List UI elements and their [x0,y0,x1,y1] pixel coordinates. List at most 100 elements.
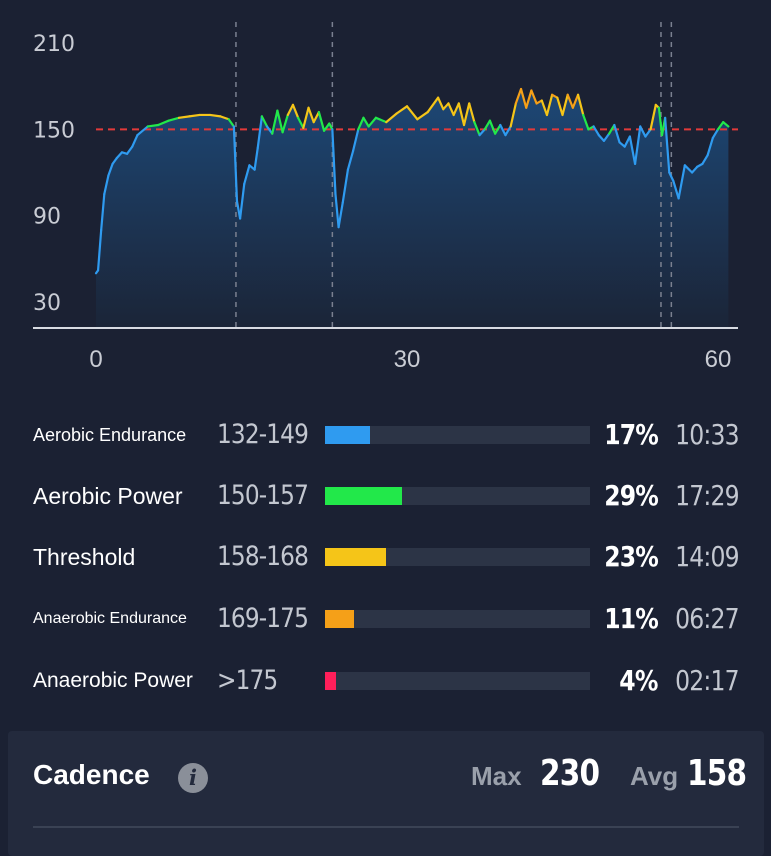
cadence-line-segment [107,162,114,177]
y-tick-label: 210 [33,32,75,57]
cadence-line-segment [519,87,528,109]
cadence-line-segment [238,182,246,220]
cadence-line-segment [556,96,564,117]
cadence-line-segment [334,192,340,229]
zone-percent: 17% [604,418,659,451]
zone-percent: 11% [604,602,659,635]
cadence-line-segment [457,102,466,127]
info-icon[interactable]: i [178,763,208,793]
cadence-line-segment [271,109,279,135]
cadence-line-segment [483,119,492,131]
cadence-line-segment [362,116,370,128]
cadence-line-segment [307,106,315,124]
zone-progress-track [325,672,590,690]
zone-range: 132-149 [217,419,309,450]
cadence-title: Cadence [33,759,150,790]
cadence-line-segment [405,105,419,121]
cadence-line-segment [592,125,600,137]
cadence-line-segment [157,119,170,127]
cadence-line-segment [437,96,445,111]
zone-range: 169-175 [217,603,309,634]
zone-time: 10:33 [675,418,739,451]
cadence-line-segment [649,103,657,131]
cadence-line-segment [683,164,694,174]
cadence-line-segment [561,93,569,117]
cadence-line-segment [566,93,574,109]
zone-range: >175 [217,665,278,696]
cadence-line-segment [608,123,616,135]
cadence-line-segment [167,116,181,122]
cadence-line-segment [276,109,284,134]
zone-name: Aerobic Power [33,483,183,509]
cadence-line-segment [115,151,124,160]
cadence-line-segment [504,125,512,137]
cadence-line-segment [208,113,222,118]
cadence-line-segment [582,113,590,131]
zone-progress-fill [325,426,371,444]
avg-label: Avg [630,761,679,791]
cadence-line-segment [243,164,251,186]
cadence-line-segment [639,125,647,138]
cadence-line-segment [188,113,201,118]
zone-row: Anaerobic Endurance 169-175 11% 06:27 [0,594,771,644]
zone-progress-track [325,548,590,566]
zone-progress-track [325,610,590,628]
cadence-line-segment [447,102,455,117]
cadence-line-segment [125,145,134,155]
cadence-line-segment [219,115,230,121]
cadence-card[interactable]: Cadence i Max 230 Avg 158 [8,731,764,856]
cadence-line-segment [452,102,460,117]
zone-time: 17:29 [675,479,739,512]
cadence-line-segment [341,168,350,204]
cadence-line-segment [374,116,388,124]
cadence-line-segment [706,136,714,157]
zone-name: Threshold [33,544,136,570]
cadence-line-segment [722,121,730,128]
zone-progress-fill [325,610,355,628]
cadence-line-segment [545,93,554,117]
cadence-line-segment [571,93,580,109]
cadence-line-segment [462,102,471,127]
cadence-line-segment [623,135,631,148]
x-tick-label: 0 [89,346,102,373]
cadence-line-segment [677,164,686,200]
y-tick-label: 30 [33,291,61,316]
zone-progress-fill [325,672,336,690]
cadence-line-segment [136,125,149,137]
avg-value: 158 [687,753,747,794]
zone-name: Aerobic Endurance [33,425,187,445]
cadence-line-segment [672,180,680,200]
cadence-line-segment [297,116,305,129]
cadence-line-segment [346,149,355,171]
zone-row: Anaerobic Power >175 4% 02:17 [0,656,771,706]
cadence-line-segment [690,165,699,174]
zone-percent: 29% [604,479,659,512]
cadence-line-segment [426,96,440,114]
zone-percent: 23% [604,540,659,573]
cadence-line-segment [331,128,337,196]
cadence-line-segment [317,110,326,132]
cadence-line-segment [103,174,110,196]
cadence-line-segment [478,128,486,137]
cadence-line-segment [286,103,295,117]
cadence-line-segment [442,102,450,111]
cadence-chart: 210 150 90 30 0 30 60 [33,22,738,373]
cadence-line-segment [322,122,331,132]
cadence-line-segment [701,154,709,165]
cadence-line-segment [488,119,497,135]
cadence-line-segment [337,201,344,229]
cadence-line-segment [232,125,239,203]
zone-time: 14:09 [675,540,739,573]
cadence-line-segment [716,121,725,131]
zone-progress-fill [325,548,386,566]
cadence-line-segment [302,106,310,129]
cadence-line-segment [385,112,398,124]
cadence-line-segment [351,128,360,153]
cadence-line-segment [668,171,675,183]
cadence-line-segment [514,87,523,105]
cadence-line-segment [664,116,671,174]
cadence-line-segment [613,123,621,144]
zone-time: 06:27 [675,602,739,635]
y-tick-label: 90 [33,205,61,230]
cadence-line-segment [657,106,664,137]
